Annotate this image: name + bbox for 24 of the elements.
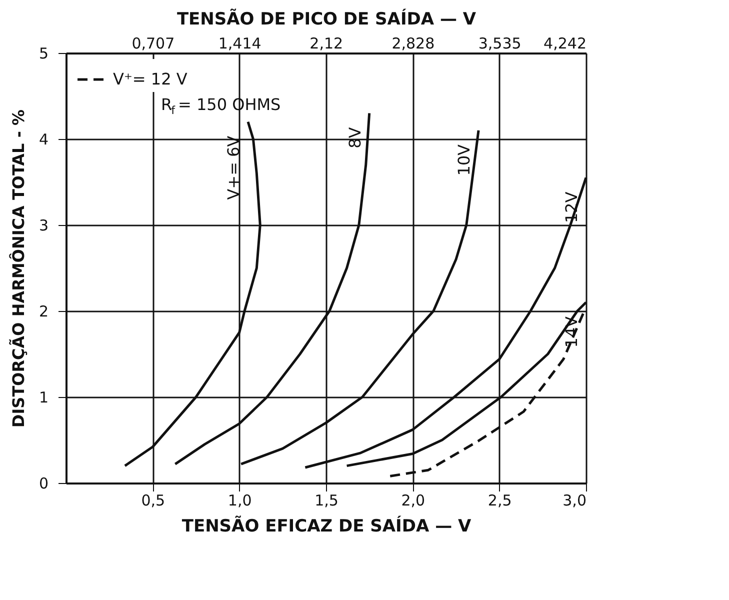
legend-label: V⁺= 12 V [113, 70, 188, 88]
text: 10V [454, 144, 474, 176]
x2-tick-label: 1,414 [218, 34, 262, 52]
x-tick-label: 1,5 [314, 492, 338, 510]
x-tick-label: 1,0 [228, 492, 252, 510]
x2-tick-label: 2,828 [392, 34, 435, 52]
x-axis-title: TENSÃO EFICAZ DE SAÍDA — V [182, 516, 472, 536]
x2-tick-label: 0,707 [132, 34, 175, 52]
y-tick-label: 4 [38, 130, 48, 148]
x2-tick-label: 3,535 [478, 34, 522, 52]
x-tick-label: 2,0 [401, 492, 426, 510]
y-axis-title: DISTORÇÃO HARMÔNICA TOTAL - % [8, 109, 28, 428]
x2-tick-label: 4,242 [544, 34, 586, 52]
x-tick-label: 2,5 [488, 492, 512, 510]
y-tick-label: 3 [38, 216, 48, 234]
x-tick-label: 3,0 [562, 492, 586, 510]
x2-axis-title: TENSÃO DE PICO DE SAÍDA — V [176, 8, 477, 30]
y-tick-label: 5 [38, 44, 48, 62]
y-tick-label: 1 [38, 388, 48, 406]
x2-tick-label: 2,12 [310, 34, 344, 52]
text: 8V [345, 127, 364, 148]
y-tick-label: 0 [38, 474, 48, 492]
y-tick-label: 2 [38, 302, 48, 320]
x-tick-label: 0,5 [141, 492, 166, 510]
